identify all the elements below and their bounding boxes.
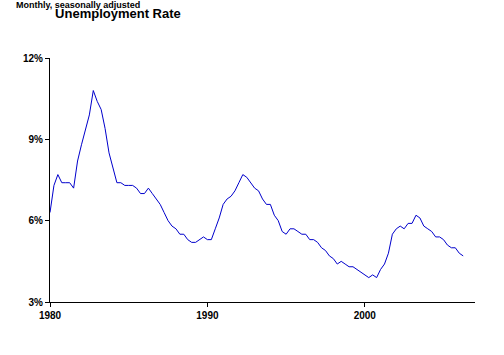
svg-text:2000: 2000 xyxy=(354,310,377,321)
svg-text:6%: 6% xyxy=(29,215,44,226)
svg-text:1980: 1980 xyxy=(39,310,62,321)
svg-text:12%: 12% xyxy=(23,53,43,64)
svg-text:9%: 9% xyxy=(29,134,44,145)
svg-text:Unemployment Rate: Unemployment Rate xyxy=(55,6,181,21)
svg-text:1990: 1990 xyxy=(196,310,219,321)
svg-text:3%: 3% xyxy=(29,297,44,308)
svg-text:Monthly, seasonally adjusted: Monthly, seasonally adjusted xyxy=(16,0,140,10)
